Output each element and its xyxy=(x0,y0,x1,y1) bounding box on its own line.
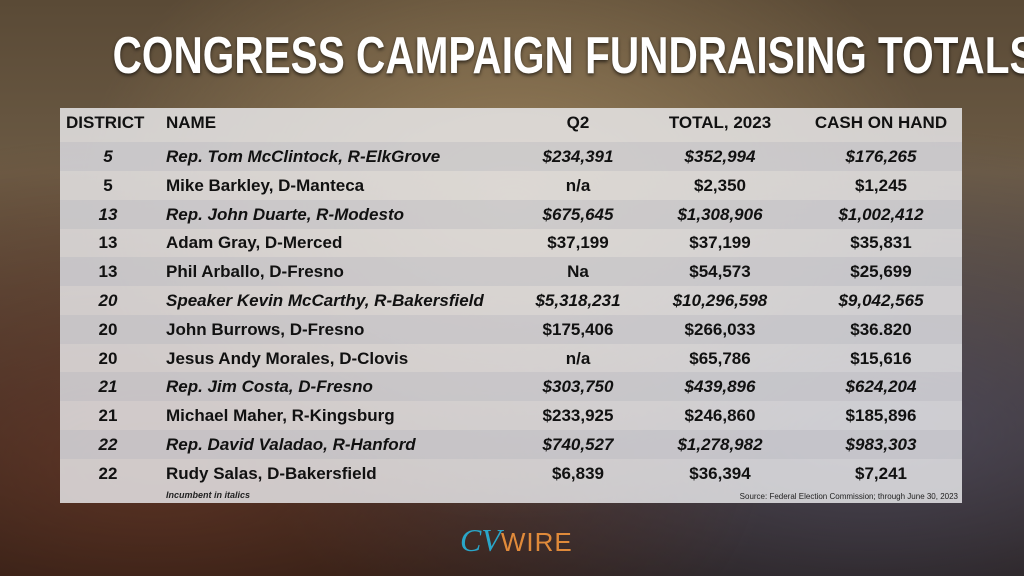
source-note: Source: Federal Election Commission; thr… xyxy=(739,492,958,501)
cell-total: $36,394 xyxy=(689,463,751,483)
header-name: NAME xyxy=(166,113,217,132)
cell-name: Adam Gray, D-Merced xyxy=(166,233,343,253)
logo-cv: CV xyxy=(460,522,501,558)
cell-q2: $37,199 xyxy=(547,233,609,253)
table-row: 22 Rudy Salas, D-Bakersfield $6,839 $36,394… xyxy=(60,459,962,488)
table-row: 20 Jesus Andy Morales, D-Clovis n/a $65,786… xyxy=(60,344,962,373)
cell-cash: $36.820 xyxy=(850,319,912,339)
cell-q2: $5,318,231 xyxy=(535,291,621,310)
cell-total: $1,278,982 xyxy=(677,435,763,454)
cell-district: 5 xyxy=(103,147,113,166)
cell-total: $2,350 xyxy=(694,175,746,195)
cell-total: $246,860 xyxy=(684,406,756,426)
cell-cash: $983,303 xyxy=(845,435,917,454)
table-row: 5 Rep. Tom McClintock, R-ElkGrove $234,391… xyxy=(60,142,962,171)
cell-name: Phil Arballo, D-Fresno xyxy=(166,262,344,282)
header-total: TOTAL, 2023 xyxy=(668,113,772,132)
cvwire-logo: CVWIRE xyxy=(460,522,573,558)
cell-cash: $624,204 xyxy=(845,377,917,397)
cell-total: $439,896 xyxy=(684,377,756,397)
cell-district: 20 xyxy=(98,348,118,368)
cell-cash: $7,241 xyxy=(855,463,907,483)
cell-q2: $675,645 xyxy=(542,204,614,224)
cell-total: $352,994 xyxy=(684,147,756,166)
cell-name: Jesus Andy Morales, D-Clovis xyxy=(166,348,409,368)
header-district: DISTRICT xyxy=(66,113,145,132)
cell-total: $65,786 xyxy=(689,348,751,368)
cell-q2: $234,391 xyxy=(542,147,614,166)
table-row: 20 John Burrows, D-Fresno $175,406 $266,033… xyxy=(60,314,962,344)
cell-name: Mike Barkley, D-Manteca xyxy=(166,175,365,195)
table-row: 13 Phil Arballo, D-Fresno Na $54,573 $25,699 xyxy=(60,257,962,287)
cell-district: 13 xyxy=(98,204,118,224)
cell-district: 22 xyxy=(98,463,118,483)
cell-cash: $9,042,565 xyxy=(838,291,924,310)
logo-wire: WIRE xyxy=(500,527,573,557)
cell-name: Speaker Kevin McCarthy, R-Bakersfield xyxy=(166,291,484,310)
cell-total: $54,573 xyxy=(689,262,751,282)
cell-district: 20 xyxy=(98,291,118,310)
table-row: 13 Rep. John Duarte, R-Modesto $675,645 $1,… xyxy=(60,199,962,229)
cell-cash: $176,265 xyxy=(845,147,917,166)
table-row: 21 Rep. Jim Costa, D-Fresno $303,750 $439,8… xyxy=(60,372,962,402)
cell-name: Michael Maher, R-Kingsburg xyxy=(166,406,395,426)
table-row: 13 Adam Gray, D-Merced $37,199 $37,199 $35,8… xyxy=(60,228,962,257)
cell-q2: n/a xyxy=(565,175,591,195)
cell-q2: $6,839 xyxy=(552,463,604,483)
cell-total: $266,033 xyxy=(684,319,756,339)
cell-q2: $740,527 xyxy=(542,435,614,454)
cell-name: Rep. Tom McClintock, R-ElkGrove xyxy=(166,147,441,166)
cell-q2: $175,406 xyxy=(542,319,614,339)
cell-total: $37,199 xyxy=(689,233,751,253)
cell-name: Rep. David Valadao, R-Hanford xyxy=(166,435,416,454)
cell-cash: $1,245 xyxy=(855,175,907,195)
cell-q2: n/a xyxy=(565,348,591,368)
cell-name: Rep. John Duarte, R-Modesto xyxy=(166,204,405,224)
cell-name: Rudy Salas, D-Bakersfield xyxy=(166,463,377,483)
cell-q2: $303,750 xyxy=(542,377,614,397)
cell-q2: $233,925 xyxy=(542,406,614,426)
cell-cash: $35,831 xyxy=(850,233,912,253)
header-cash: CASH ON HAND xyxy=(814,113,948,132)
cell-district: 21 xyxy=(98,377,118,397)
table-row: 22 Rep. David Valadao, R-Hanford $740,527 $… xyxy=(60,430,962,459)
incumbent-note: Incumbent in italics xyxy=(166,490,251,500)
cell-name: Rep. Jim Costa, D-Fresno xyxy=(166,377,373,397)
table-row: 5 Mike Barkley, D-Manteca n/a $2,350 $1,245 xyxy=(60,171,962,200)
page-title: CONGRESS CAMPAIGN FUNDRAISING TOTALS xyxy=(112,27,1024,85)
header-q2: Q2 xyxy=(566,113,590,132)
cell-district: 13 xyxy=(98,233,118,253)
fundraising-table: DISTRICT NAME Q2 TOTAL, 2023 CASH ON HAN… xyxy=(60,108,962,503)
cell-district: 21 xyxy=(98,406,118,426)
cell-name: John Burrows, D-Fresno xyxy=(166,319,365,339)
cell-district: 5 xyxy=(103,175,113,195)
table-row: 21 Michael Maher, R-Kingsburg $233,925 $246… xyxy=(60,401,962,430)
cell-district: 13 xyxy=(98,262,118,282)
cell-cash: $15,616 xyxy=(850,348,912,368)
cell-cash: $25,699 xyxy=(850,262,912,282)
table-row: 20 Speaker Kevin McCarthy, R-Bakersfield $… xyxy=(60,286,962,315)
cell-district: 22 xyxy=(98,435,118,454)
cell-cash: $1,002,412 xyxy=(838,204,924,224)
cell-total: $10,296,598 xyxy=(672,291,768,310)
table-header: DISTRICT NAME Q2 TOTAL, 2023 CASH ON HAN… xyxy=(60,108,962,137)
cell-total: $1,308,906 xyxy=(677,204,763,224)
cell-cash: $185,896 xyxy=(845,406,917,426)
cell-q2: Na xyxy=(567,262,589,282)
cell-district: 20 xyxy=(98,319,118,339)
